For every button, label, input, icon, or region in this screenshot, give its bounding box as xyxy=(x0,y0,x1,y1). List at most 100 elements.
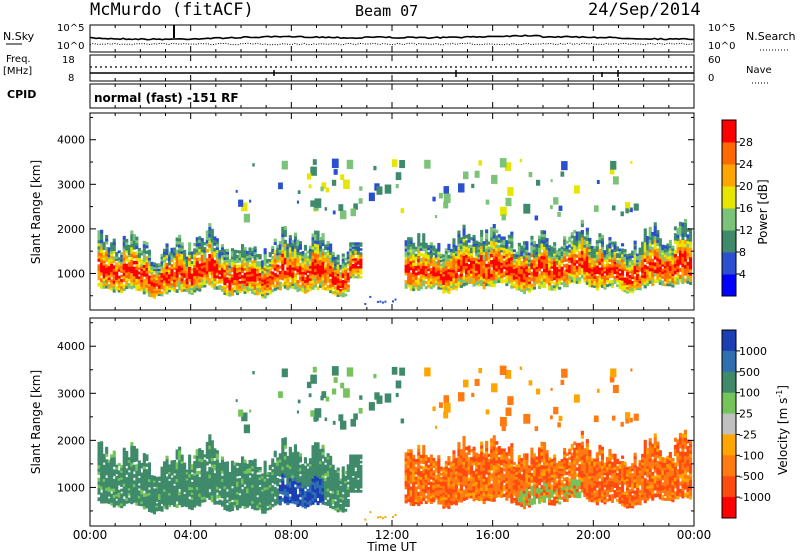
power-cell xyxy=(180,250,184,254)
velocity-cell xyxy=(253,475,257,480)
power-cell xyxy=(608,256,612,260)
power-cell xyxy=(278,249,282,253)
power-cell xyxy=(298,252,302,256)
power-cell xyxy=(512,277,516,280)
velocity-cell xyxy=(243,505,247,509)
power-cell xyxy=(618,279,622,283)
power-cell xyxy=(490,243,494,248)
power-cell xyxy=(107,272,111,276)
power-cell xyxy=(500,257,504,261)
power-cell xyxy=(686,274,690,278)
power-cell xyxy=(142,270,146,274)
power-cell xyxy=(298,279,302,283)
power-cell xyxy=(296,245,300,249)
power-cell xyxy=(543,281,547,285)
power-cell xyxy=(689,253,693,258)
power-cell xyxy=(195,272,199,276)
power-cell xyxy=(520,283,524,287)
power-cell xyxy=(610,279,614,283)
power-cell xyxy=(236,277,240,281)
power-cell xyxy=(381,301,384,304)
power-cell xyxy=(570,257,574,261)
power-cell xyxy=(671,264,675,267)
power-cell xyxy=(422,247,426,252)
power-cell xyxy=(236,287,240,291)
power-cell xyxy=(341,265,345,269)
velocity-cell xyxy=(263,475,267,479)
velocity-cell xyxy=(185,490,189,493)
velocity-cell xyxy=(173,485,177,489)
power-cell xyxy=(548,284,552,288)
power-cell xyxy=(291,250,295,255)
velocity-cell xyxy=(97,448,101,453)
power-cell xyxy=(271,271,275,275)
velocity-cell xyxy=(165,503,169,507)
power-cell xyxy=(510,241,514,245)
power-cell xyxy=(671,259,675,263)
power-cell xyxy=(575,268,579,273)
power-cell xyxy=(646,236,650,240)
power-cell xyxy=(268,291,272,295)
power-cell xyxy=(457,280,461,285)
power-cell xyxy=(268,254,272,258)
power-cell xyxy=(334,288,338,292)
power-cell xyxy=(497,247,501,251)
power-cell xyxy=(578,242,582,247)
power-cell xyxy=(643,248,647,253)
power-cell xyxy=(568,254,572,258)
power-cell xyxy=(321,254,325,259)
power-cell xyxy=(666,246,670,250)
power-cell xyxy=(228,269,232,272)
velocity-cell xyxy=(261,508,265,512)
power-cell xyxy=(454,262,458,266)
power-cell xyxy=(373,165,377,171)
power-cell xyxy=(150,269,154,273)
power-cell xyxy=(147,285,151,289)
velocity-cell xyxy=(145,484,149,488)
power-cell xyxy=(407,251,411,256)
power-cell xyxy=(276,252,280,256)
power-cell xyxy=(636,257,640,261)
velocity-cell xyxy=(127,462,131,466)
power-cell xyxy=(252,163,255,167)
power-cell xyxy=(183,252,187,256)
power-cell xyxy=(683,257,687,262)
velocity-cell xyxy=(210,498,214,503)
power-cell xyxy=(349,262,353,265)
power-cell xyxy=(681,229,685,234)
power-cell xyxy=(545,257,549,262)
power-cell xyxy=(553,274,557,278)
power-cell xyxy=(137,278,141,282)
power-cell xyxy=(434,274,438,277)
power-cell xyxy=(563,253,567,257)
velocity-cell xyxy=(251,479,255,483)
power-cell xyxy=(414,267,418,271)
power-cell xyxy=(603,256,607,260)
velocity-cell xyxy=(205,474,209,479)
velocity-cell xyxy=(142,459,146,463)
power-cell xyxy=(540,230,544,234)
power-cell xyxy=(407,246,411,250)
velocity-cell xyxy=(263,507,267,511)
power-cell xyxy=(545,277,549,281)
power-cell xyxy=(256,266,260,269)
power-cell xyxy=(351,268,355,271)
power-cell xyxy=(412,284,416,289)
power-cell xyxy=(271,281,275,285)
power-cell xyxy=(157,290,161,293)
velocity-cell xyxy=(145,475,149,479)
velocity-cell xyxy=(248,477,252,481)
power-cell xyxy=(449,283,453,286)
power-cell xyxy=(140,279,144,283)
power-cell xyxy=(142,282,146,286)
power-cell xyxy=(238,199,244,207)
velocity-cell xyxy=(230,466,234,470)
power-cell xyxy=(470,247,474,251)
power-cell xyxy=(122,248,126,252)
power-cell xyxy=(558,264,562,268)
power-cell xyxy=(225,266,229,271)
power-cell xyxy=(492,269,496,274)
power-cell xyxy=(558,259,562,263)
power-cell xyxy=(326,241,330,245)
power-cell xyxy=(409,278,413,283)
